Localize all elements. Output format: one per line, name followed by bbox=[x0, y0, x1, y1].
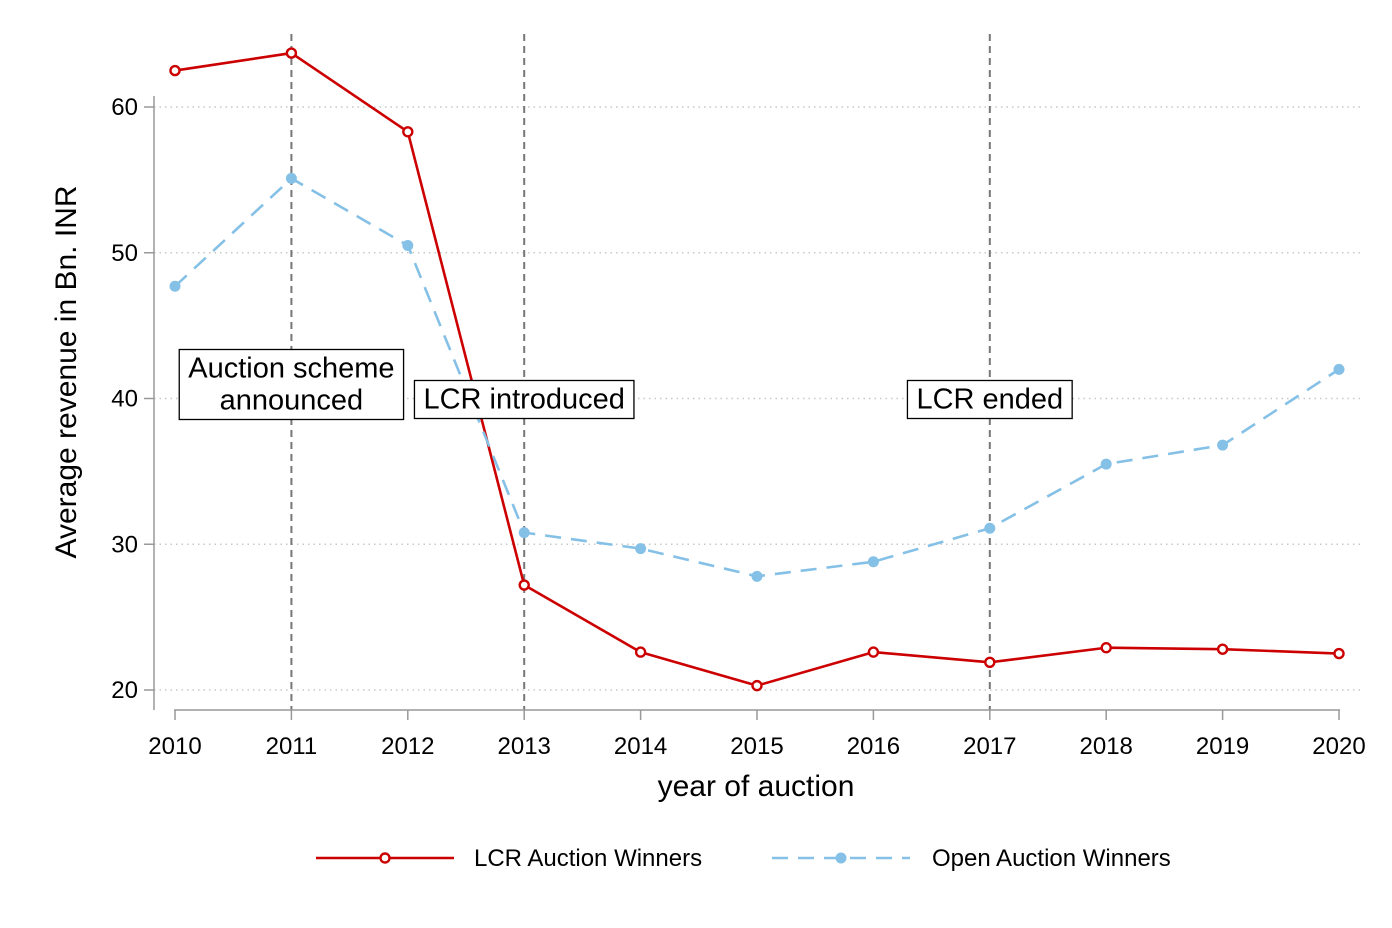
x-tick-label: 2012 bbox=[381, 733, 434, 760]
data-point bbox=[518, 527, 530, 539]
data-point bbox=[169, 64, 181, 77]
x-tick-label: 2015 bbox=[730, 733, 783, 760]
x-tick-label: 2019 bbox=[1196, 733, 1249, 760]
legend-item: Open Auction Winners bbox=[772, 845, 1171, 872]
x-tick-label: 2013 bbox=[498, 733, 551, 760]
data-point bbox=[1217, 439, 1229, 451]
x-tick-label: 2011 bbox=[266, 733, 318, 760]
data-point bbox=[867, 556, 879, 568]
y-tick-label: 30 bbox=[111, 531, 138, 558]
data-point bbox=[402, 239, 414, 251]
annotation-box bbox=[906, 379, 1073, 420]
legend-label: Open Auction Winners bbox=[932, 845, 1171, 872]
y-axis-title: Average revenue in Bn. INR bbox=[50, 186, 83, 559]
annotation-box bbox=[413, 379, 635, 420]
data-point bbox=[285, 172, 297, 184]
annotation-text: LCR ended bbox=[916, 384, 1063, 416]
series bbox=[169, 47, 1345, 692]
data-point bbox=[285, 47, 298, 59]
legend-marker bbox=[835, 852, 847, 864]
data-point bbox=[1216, 643, 1229, 655]
y-tick-label: 40 bbox=[111, 386, 138, 413]
data-point bbox=[634, 646, 647, 658]
x-tick-label: 2016 bbox=[847, 733, 900, 760]
data-point bbox=[1333, 363, 1345, 375]
annotation: LCR introduced bbox=[413, 379, 635, 420]
x-tick-label: 2014 bbox=[614, 733, 667, 760]
annotation-text: Auction scheme bbox=[188, 353, 394, 385]
data-point bbox=[751, 679, 763, 692]
legend-marker bbox=[379, 852, 391, 864]
axes: 20 30 40 50 60 2010 2011 2012 2013 2014 2015 2016 20… bbox=[111, 94, 1365, 760]
annotation-text: announced bbox=[220, 385, 364, 417]
legend-item: LCR Auction Winners bbox=[316, 845, 702, 872]
data-point bbox=[402, 126, 414, 138]
annotation-box bbox=[178, 348, 405, 421]
data-point bbox=[1333, 647, 1345, 660]
data-point bbox=[635, 543, 647, 555]
x-tick-label: 2017 bbox=[963, 733, 1016, 760]
x-axis-title: year of auction bbox=[658, 770, 855, 803]
x-tick-label: 2020 bbox=[1312, 733, 1365, 760]
data-point bbox=[751, 570, 763, 582]
data-point bbox=[984, 656, 996, 669]
data-point bbox=[169, 280, 181, 292]
x-tick-label: 2010 bbox=[148, 733, 201, 760]
data-point bbox=[518, 579, 530, 591]
data-point bbox=[1100, 642, 1112, 654]
annotation-text: LCR introduced bbox=[423, 384, 625, 416]
annotation: LCR ended bbox=[906, 379, 1073, 420]
data-point bbox=[1100, 458, 1112, 470]
legend: LCR Auction Winners Open Auction Winners bbox=[316, 845, 1171, 872]
y-tick-label: 20 bbox=[111, 677, 138, 704]
y-tick-label: 60 bbox=[111, 94, 138, 121]
x-tick-label: 2018 bbox=[1080, 733, 1133, 760]
legend-label: LCR Auction Winners bbox=[474, 845, 702, 872]
data-point bbox=[867, 646, 880, 658]
data-point bbox=[984, 522, 996, 534]
y-tick-label: 50 bbox=[111, 240, 138, 267]
